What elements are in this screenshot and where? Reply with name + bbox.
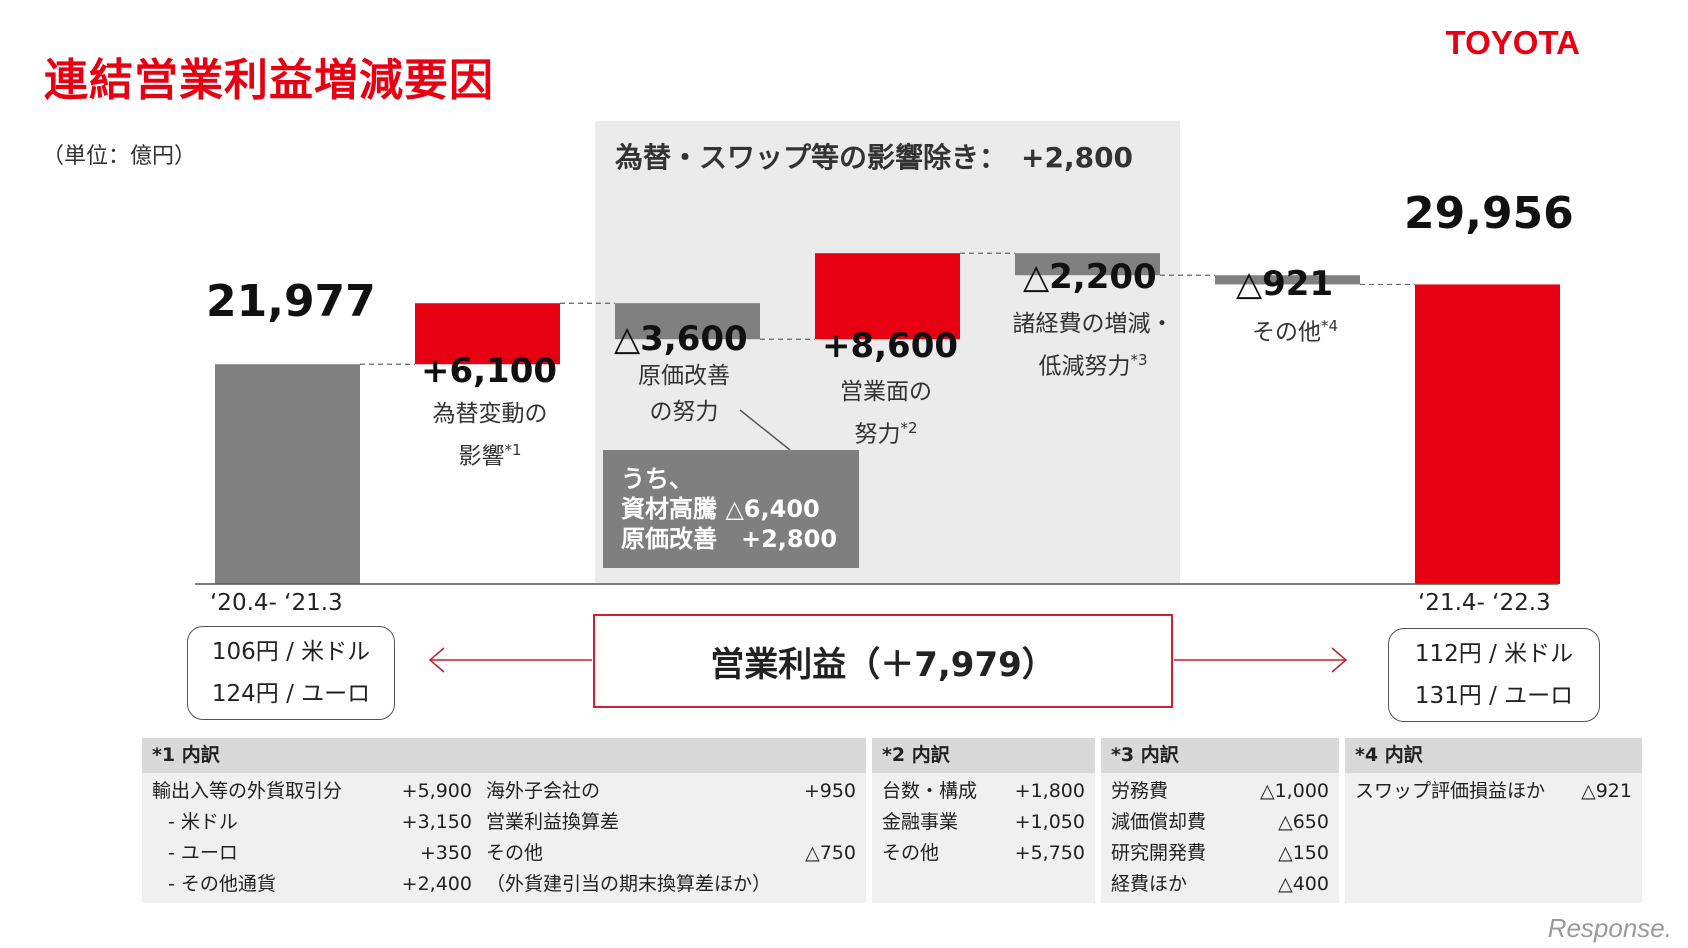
bar-step-4 [1015,253,1160,276]
bar-step-1 [415,303,560,365]
start-period-label: ‘20.4- ‘21.3 [210,590,343,616]
table-row: その他 +5,750 [882,842,1085,864]
bar-step-3 [815,253,960,340]
breakdown-table-1: *1 内訳 輸出入等の外貨取引分 +5,900 - 米ドル +3,150 - ユーロ… [142,738,866,903]
end-value-label: 29,956 [1404,188,1574,239]
step2-value: △3,600 [614,319,748,359]
step4-value: △2,200 [1023,257,1157,297]
exclusion-label: 為替・スワップ等の影響除き： +2,800 [615,141,1134,174]
step5-value: △921 [1236,264,1334,304]
table-3-header: *3 内訳 [1101,738,1339,773]
bar-end [1415,284,1560,584]
step3-value: +8,600 [822,326,959,366]
toyota-logo: TOYOTA [1445,24,1580,61]
end-exchange-rates: 112円 / 米ドル 131円 / ユーロ [1388,628,1600,722]
step2-desc: 原価改善 の努力 [638,363,730,425]
table-row: - その他通貨 +2,400 [168,873,472,895]
table-row: 営業利益換算差 [486,811,620,833]
table-row: スワップ評価損益ほか △921 [1355,780,1632,802]
breakdown-table-3: *3 内訳 労務費 △1,000 減価償却費 △650 研究開発費 △150 経費ほか… [1101,738,1339,903]
table-row: その他 △750 [486,842,856,864]
table-4-header: *4 内訳 [1345,738,1642,773]
table-row: 減価償却費 △650 [1111,811,1329,833]
bar-start [215,364,360,584]
table-row: 海外子会社の +950 [486,780,856,802]
cost-reduction-callout: うち、 資材高騰 △6,400 原価改善 +2,800 [603,450,859,568]
page-title: 連結営業利益増減要因 [44,55,494,106]
response-watermark: Response. [1547,913,1672,943]
table-1-right-col: 海外子会社の +950 営業利益換算差 その他 △750 （外貨建引当の期末換算差ほ… [482,776,866,900]
table-row: 金融事業 +1,050 [882,811,1085,833]
table-1-left-col: 輸出入等の外貨取引分 +5,900 - 米ドル +3,150 - ユーロ +350 -… [142,776,482,900]
step1-value: +6,100 [421,351,558,391]
operating-profit-box: 営業利益（＋7,979） [593,614,1173,708]
table-row: - ユーロ +350 [168,842,472,864]
breakdown-table-4: *4 内訳 スワップ評価損益ほか △921 [1345,738,1642,903]
start-value-label: 21,977 [206,276,376,327]
table-row: - 米ドル +3,150 [168,811,472,833]
table-2-header: *2 内訳 [872,738,1095,773]
bar-step-2 [615,303,760,340]
table-row: （外貨建引当の期末換算差ほか） [486,873,772,895]
unit-label: （単位：億円） [42,144,197,169]
step1-desc: 為替変動の 影響*1 [432,401,548,470]
end-period-label: ‘21.4- ‘22.3 [1418,590,1551,616]
arrow-left-head [428,647,445,673]
arrow-right-head [1331,647,1348,673]
breakdown-table-2: *2 内訳 台数・構成 +1,800 金融事業 +1,050 その他 +5,750 [872,738,1095,903]
step4-desc: 諸経費の増減・ 低減努力*3 [1012,311,1174,380]
step5-desc: その他*4 [1251,317,1339,346]
table-row: 経費ほか △400 [1111,873,1329,895]
bar-step-5 [1215,275,1360,285]
table-1-header: *1 内訳 [142,738,866,773]
table-row: 台数・構成 +1,800 [882,780,1085,802]
table-row: 労務費 △1,000 [1111,780,1329,802]
callout-pointer [739,409,791,451]
table-row: 研究開発費 △150 [1111,842,1329,864]
start-exchange-rates: 106円 / 米ドル 124円 / ユーロ [187,626,395,720]
step3-desc: 営業面の 努力*2 [840,379,932,448]
table-row: 輸出入等の外貨取引分 +5,900 [152,780,472,802]
